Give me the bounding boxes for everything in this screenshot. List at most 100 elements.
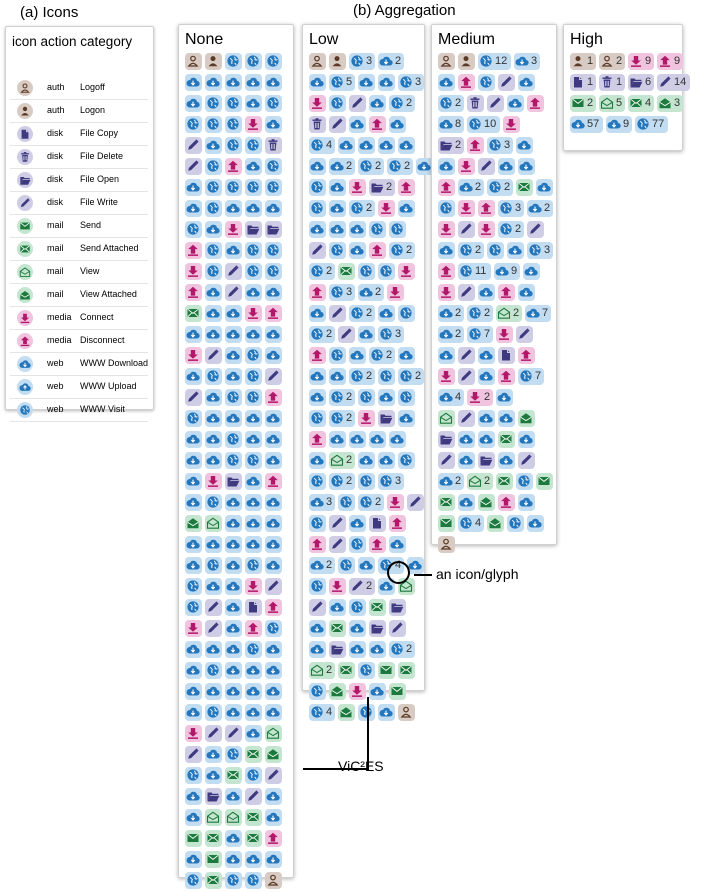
www-download-icon [246, 539, 260, 549]
www-download-icon [439, 308, 453, 318]
www-download-glyph [458, 494, 475, 511]
www-download-icon [390, 434, 404, 444]
www-download-glyph [185, 326, 202, 343]
www-download-icon [186, 371, 200, 381]
www-download-icon [246, 329, 260, 339]
legend-row-file-write: disk File Write [10, 192, 148, 215]
www-download-icon [266, 413, 280, 423]
file-write-icon [441, 454, 452, 465]
www-download-icon [246, 98, 260, 108]
connect-icon [248, 308, 258, 319]
aggregate-count: 8 [455, 118, 462, 130]
www-visit-icon [207, 97, 219, 109]
www-visit-icon [247, 181, 259, 193]
www-download-icon [186, 686, 200, 696]
legend-category: media [47, 335, 72, 345]
www-download-icon [186, 497, 200, 507]
www-download-icon [226, 791, 240, 801]
www-download-icon [439, 161, 453, 171]
www-download-glyph [185, 683, 202, 700]
logoff-icon [267, 874, 279, 886]
view-attached-glyph [329, 683, 346, 700]
www-download-glyph [265, 284, 282, 301]
www-visit-icon [267, 244, 279, 256]
www-download-icon [206, 455, 220, 465]
logoff-glyph [398, 704, 415, 721]
send-attached-icon [20, 245, 30, 253]
file-write-icon [188, 748, 199, 759]
legend-action: View Attached [80, 289, 137, 299]
vices-connector-vertical [367, 697, 369, 771]
aggregate-count: 9 [645, 55, 652, 67]
file-write-icon [392, 622, 403, 633]
www-visit-glyph: 5 [329, 74, 355, 91]
send-icon [440, 518, 452, 527]
logoff-glyph: 2 [599, 53, 625, 70]
aggregate-count: 2 [346, 475, 353, 487]
connect-glyph [458, 200, 475, 217]
event-sequence: 2 [438, 221, 556, 238]
www-visit-glyph: 2 [389, 641, 415, 658]
event-sequence: 7 [438, 368, 556, 385]
logon-icon [21, 106, 29, 116]
connect-glyph [387, 284, 404, 301]
event-sequence: 2 [438, 95, 556, 112]
disconnect-icon [521, 349, 531, 361]
www-visit-glyph [349, 599, 366, 616]
legend-action: Send [80, 220, 102, 230]
disconnect-icon [372, 244, 382, 256]
www-visit-icon [331, 412, 343, 424]
disconnect-glyph [265, 830, 282, 847]
www-visit-glyph: 2 [329, 473, 355, 490]
www-visit-icon [247, 643, 259, 655]
aggregate-count: 2 [455, 475, 462, 487]
event-sequence: 2 [309, 389, 436, 406]
connect-icon [361, 413, 371, 424]
www-download-glyph [185, 536, 202, 553]
aggregate-count: 2 [455, 139, 462, 151]
event-sequence [185, 158, 285, 175]
event-sequence [309, 683, 436, 700]
send-glyph [185, 830, 202, 847]
logon-icon [461, 56, 471, 67]
event-sequence [185, 74, 285, 91]
event-sequence: 1 2 9 9 [570, 53, 693, 70]
www-download-glyph [225, 851, 242, 868]
www-download-icon [206, 686, 220, 696]
www-visit-glyph: 4 [309, 137, 335, 154]
www-download-icon [479, 371, 493, 381]
aggregate-count: 2 [346, 160, 353, 172]
file-write-glyph [518, 452, 535, 469]
view-attached-icon [267, 749, 279, 760]
disconnect-icon [188, 244, 198, 256]
www-download-icon [417, 161, 431, 171]
aggregate-count: 3 [674, 97, 681, 109]
file-write-icon [461, 349, 472, 360]
www-visit-icon [400, 391, 412, 403]
www-download-icon [266, 686, 280, 696]
www-download-glyph: 57 [570, 116, 603, 133]
event-sequence: 1 1 6 14 [570, 74, 693, 91]
www-visit-glyph [265, 158, 282, 175]
www-download-glyph [205, 326, 222, 343]
view-attached-glyph: 3 [657, 95, 683, 112]
view-icon [399, 580, 413, 592]
event-sequence [309, 515, 436, 532]
aggregate-count: 2 [366, 370, 373, 382]
disconnect-glyph [398, 179, 415, 196]
www-download-icon [524, 266, 538, 276]
www-visit-glyph [225, 137, 242, 154]
www-visit-icon [311, 580, 323, 592]
event-sequence [185, 767, 285, 784]
disconnect-glyph [225, 158, 242, 175]
legend-category: disk [47, 128, 64, 138]
www-visit-icon [480, 55, 492, 67]
file-write-glyph [498, 74, 515, 91]
view-icon [439, 412, 453, 424]
legend-action: File Delete [80, 151, 124, 161]
disconnect-glyph [389, 515, 406, 532]
